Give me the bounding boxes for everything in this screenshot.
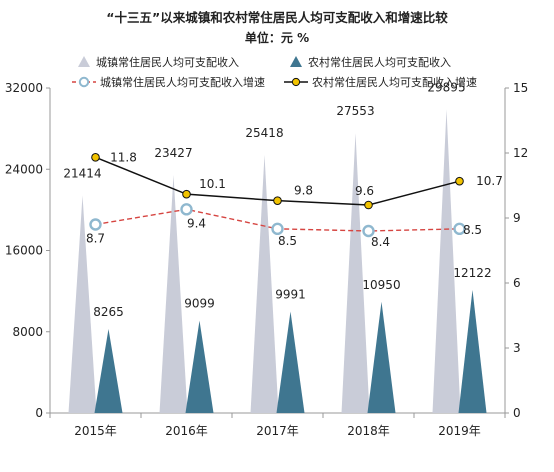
- urban-growth-label: 8.7: [86, 232, 105, 246]
- rural-growth-label: 10.7: [476, 174, 503, 188]
- chart-subtitle: 单位：元 %: [245, 30, 309, 45]
- legend-item-rural-growth: 农村常住居民人均可支配收入增速: [284, 75, 477, 89]
- urban-growth-label: 9.4: [187, 216, 206, 230]
- rural-growth-point: [182, 189, 191, 199]
- y-left-tick-label: 0: [35, 406, 43, 420]
- axes: 0 8000 16000 24000 32000 0 3 6 9 12 15 2015年 2016年 20…: [5, 81, 528, 438]
- y-right-tick-label: 6: [513, 276, 521, 290]
- chart-title: “十三五”以来城镇和农村常住居民人均可支配收入和增速比较: [106, 10, 448, 25]
- rural-income-triangle: [367, 301, 396, 413]
- urban-income-triangle: [341, 133, 370, 413]
- legend-label-urban-income: 城镇常住居民人均可支配收入: [96, 55, 239, 69]
- rural-growth-label: 9.6: [355, 184, 374, 198]
- urban-growth-point: [453, 222, 466, 236]
- urban-income-triangle: [432, 109, 461, 413]
- rural-growth-point: [364, 200, 373, 210]
- legend-symbol-rural-income: [290, 56, 302, 67]
- urban-income-label: 25418: [245, 126, 283, 140]
- rural-income-triangle: [185, 320, 214, 413]
- x-tick-label: 2015年: [74, 424, 117, 438]
- urban-growth-label: 8.5: [463, 223, 482, 237]
- urban-growth-point: [180, 203, 193, 216]
- rural-growth-point: [273, 196, 282, 205]
- rural-growth-label: 11.8: [110, 150, 137, 164]
- rural-income-label: 12122: [453, 266, 491, 280]
- urban-income-triangle: [68, 195, 97, 413]
- legend: 城镇常住居民人均可支配收入 农村常住居民人均可支配收入 城镇常住居民人均可支配收…: [72, 55, 477, 89]
- legend-marker-rural-growth: [291, 77, 301, 87]
- legend-label-urban-growth: 城镇常住居民人均可支配收入增速: [100, 75, 265, 89]
- rural-growth-label: 9.8: [294, 184, 313, 198]
- rural-income-label: 8265: [93, 305, 124, 319]
- urban-income-label: 23427: [154, 146, 192, 160]
- income-triangles: [68, 109, 487, 413]
- y-left-tick-label: 24000: [5, 162, 43, 176]
- legend-marker-urban-growth: [78, 76, 90, 88]
- rural-growth-point: [91, 153, 100, 162]
- x-tick-label: 2019年: [438, 424, 481, 438]
- legend-item-rural-income: 农村常住居民人均可支配收入: [290, 55, 451, 69]
- urban-income-triangle: [159, 175, 188, 413]
- rural-income-label: 9991: [275, 288, 306, 302]
- rural-income-triangle: [458, 289, 487, 413]
- y-left-tick-label: 32000: [5, 81, 43, 95]
- y-right-tick-label: 9: [513, 211, 521, 225]
- urban-growth-point: [362, 224, 375, 238]
- urban-income-triangle: [250, 154, 279, 413]
- y-right-tick-label: 0: [513, 406, 521, 420]
- legend-label-rural-growth: 农村常住居民人均可支配收入增速: [312, 75, 477, 89]
- rural-income-label: 10950: [362, 278, 400, 292]
- legend-item-urban-growth: 城镇常住居民人均可支配收入增速: [72, 75, 265, 89]
- y-right-tick-label: 15: [513, 81, 528, 95]
- growth-lines: [89, 153, 466, 238]
- urban-income-label: 27553: [336, 104, 374, 118]
- legend-label-rural-income: 农村常住居民人均可支配收入: [308, 55, 451, 69]
- legend-item-urban-income: 城镇常住居民人均可支配收入: [78, 55, 239, 69]
- urban-income-label: 29895: [427, 80, 465, 94]
- rural-growth-point: [455, 176, 464, 186]
- rural-income-triangle: [276, 311, 305, 413]
- y-left-tick-label: 8000: [12, 325, 43, 339]
- x-tick-label: 2018年: [347, 424, 390, 438]
- rural-income-triangle: [94, 329, 123, 413]
- rural-income-label: 9099: [184, 297, 215, 311]
- legend-symbol-urban-income: [78, 56, 90, 67]
- urban-growth-label: 8.4: [371, 235, 390, 249]
- rural-growth-label: 10.1: [199, 177, 226, 191]
- urban-growth-label: 8.5: [278, 234, 297, 248]
- urban-income-label: 21414: [63, 167, 101, 181]
- urban-growth-point: [89, 218, 102, 231]
- data-labels: 21414 8265 23427 9099 25418 9991 27553 10950 298…: [63, 80, 502, 319]
- y-right-tick-label: 3: [513, 341, 521, 355]
- x-tick-label: 2016年: [165, 424, 208, 438]
- x-tick-label: 2017年: [256, 424, 299, 438]
- y-right-tick-label: 12: [513, 146, 528, 160]
- y-left-tick-label: 16000: [5, 244, 43, 258]
- urban-growth-point: [271, 222, 284, 236]
